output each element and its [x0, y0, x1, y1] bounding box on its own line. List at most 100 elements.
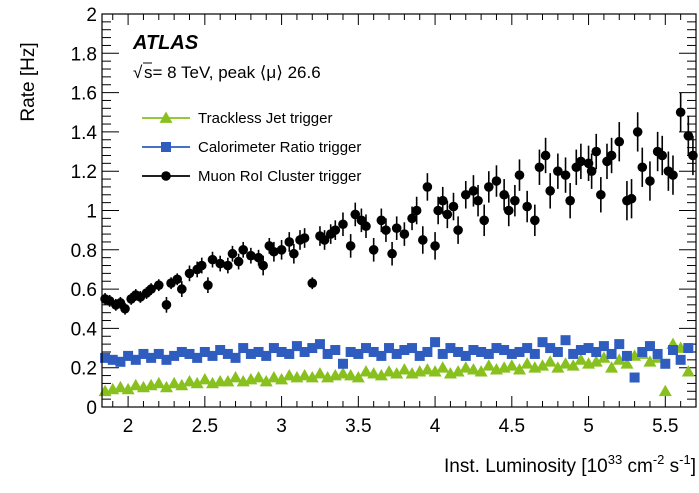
data-point: [437, 348, 448, 359]
data-point: [491, 176, 502, 186]
data-point: [586, 166, 597, 176]
data-point: [153, 280, 164, 290]
data-point: [436, 361, 450, 373]
data-point: [259, 374, 273, 387]
y-tick-label: 1.6: [71, 84, 97, 105]
data-point: [322, 348, 333, 359]
data-point: [506, 348, 517, 359]
data-point: [428, 365, 442, 377]
data-point: [460, 189, 471, 200]
data-point: [351, 371, 365, 383]
data-point: [123, 350, 134, 361]
data-point: [299, 346, 310, 357]
data-point: [215, 345, 226, 356]
data-point: [522, 343, 533, 354]
data-point: [299, 233, 310, 243]
x-tick-label: 5.5: [652, 416, 678, 437]
data-point: [161, 354, 172, 365]
data-point: [337, 358, 348, 369]
data-point: [407, 213, 417, 224]
x-tick-label: 3.5: [345, 416, 371, 437]
y-tick-label: 0.6: [71, 280, 97, 301]
data-point: [397, 363, 411, 375]
data-point: [203, 280, 213, 290]
data-point: [252, 371, 266, 383]
data-point: [575, 345, 586, 356]
data-point: [411, 205, 422, 216]
data-point: [207, 254, 218, 265]
data-point: [576, 156, 586, 167]
data-point: [514, 346, 525, 357]
data-point: [192, 352, 203, 363]
data-point: [407, 343, 418, 354]
data-point: [146, 284, 156, 294]
data-point: [100, 352, 111, 363]
data-point: [291, 341, 302, 352]
data-point: [230, 352, 241, 363]
data-point: [182, 374, 196, 387]
data-point: [330, 345, 341, 356]
data-point: [529, 348, 540, 359]
data-point: [520, 357, 534, 369]
x-tick-label: 4: [430, 416, 441, 437]
data-point: [483, 182, 494, 192]
legend-marker: [161, 171, 171, 181]
data-point: [645, 176, 655, 186]
legend-marker: [159, 111, 173, 123]
data-point: [574, 353, 588, 365]
y-tick-label: 1.2: [71, 162, 97, 183]
data-point: [453, 225, 463, 235]
x-axis-title: Inst. Luminosity [1033 cm-2 s-1]: [444, 452, 696, 477]
data-point: [345, 346, 356, 357]
data-point: [307, 343, 318, 354]
data-point: [433, 205, 443, 216]
data-point: [276, 245, 287, 255]
legend-marker: [161, 142, 171, 152]
series-circle: [100, 92, 698, 315]
data-point: [559, 357, 573, 369]
data-point: [275, 372, 289, 385]
data-point: [620, 357, 634, 369]
data-point: [184, 348, 195, 359]
data-point: [536, 359, 550, 371]
x-tick-label: 5: [583, 416, 594, 437]
data-point: [629, 372, 640, 383]
data-point: [445, 343, 456, 354]
data-point: [514, 170, 525, 180]
data-point: [553, 166, 563, 176]
data-point: [361, 221, 371, 232]
x-tick-label: 3: [276, 416, 287, 437]
data-series: [98, 92, 698, 397]
sqrt-symbol: √: [133, 63, 143, 82]
data-point: [522, 201, 532, 212]
data-point: [153, 348, 164, 359]
data-point: [267, 371, 281, 383]
energy-label: s= 8 TeV, peak ⟨μ⟩ 26.6: [144, 63, 321, 82]
data-point: [330, 225, 341, 235]
data-point: [491, 343, 502, 354]
atlas-label: ATLAS: [132, 32, 199, 54]
data-point: [390, 367, 404, 379]
data-point: [474, 365, 488, 377]
data-point: [384, 343, 395, 354]
y-tick-label: 0.4: [71, 319, 98, 340]
data-point: [238, 245, 249, 255]
y-tick-label: 1.8: [71, 44, 97, 65]
data-point: [374, 369, 388, 381]
legend-label: Trackless Jet trigger: [198, 110, 332, 127]
data-point: [196, 260, 207, 271]
data-point: [238, 343, 249, 354]
data-point: [545, 186, 555, 196]
data-point: [688, 150, 698, 161]
data-point: [466, 363, 480, 375]
data-point: [658, 384, 672, 397]
data-point: [152, 376, 166, 389]
data-point: [223, 260, 233, 271]
y-tick-label: 0: [86, 398, 97, 419]
data-point: [130, 354, 141, 365]
data-point: [138, 348, 149, 359]
data-point: [540, 150, 551, 161]
x-title-sup3: -1: [679, 452, 691, 467]
data-point: [253, 346, 264, 357]
data-point: [313, 367, 327, 379]
